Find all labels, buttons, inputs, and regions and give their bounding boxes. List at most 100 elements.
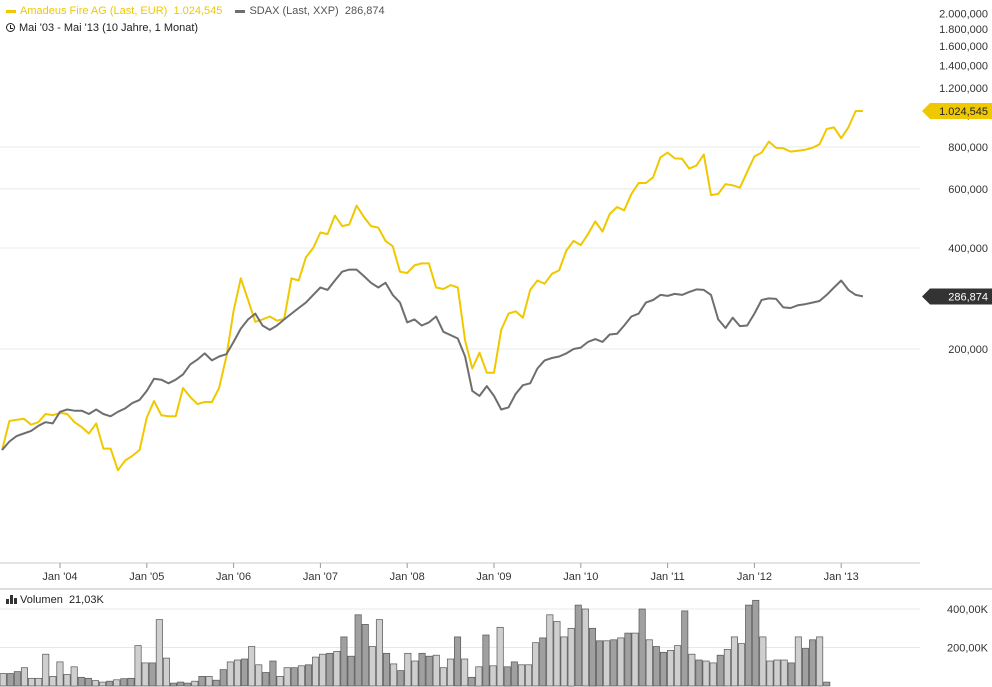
x-tick-label: Jan '05	[129, 571, 164, 583]
volume-bar	[134, 645, 142, 687]
volume-bar	[340, 636, 348, 687]
volume-bar	[219, 669, 227, 687]
volume-bar	[567, 627, 575, 687]
x-axis: Jan '04 Jan '05 Jan '06 Jan '07 Jan '08 Jan '…	[42, 563, 859, 583]
volume-label: Volumen	[20, 594, 63, 606]
volume-bar	[6, 673, 14, 687]
volume-bar	[624, 632, 632, 687]
volume-bar	[241, 658, 249, 687]
volume-bar	[191, 680, 199, 687]
volume-bar	[212, 679, 220, 687]
volume-bar	[127, 677, 135, 687]
amadeus-last-tag	[922, 102, 992, 119]
volume-bar	[446, 658, 454, 687]
volume-bar	[574, 604, 582, 687]
volume-bar	[610, 639, 618, 687]
volume-bar	[539, 637, 547, 687]
volume-bar	[404, 652, 412, 687]
volume-bar	[269, 660, 277, 687]
volume-bar	[411, 660, 419, 687]
volume-bar	[674, 645, 682, 687]
volume-bar	[361, 624, 369, 687]
volume-bar	[120, 678, 128, 687]
x-tick-label: Jan '11	[650, 571, 684, 583]
y-tick-label: 200,000	[948, 344, 988, 356]
time-range-selector[interactable]: Mai '03 - Mai '13 (10 Jahre, 1 Monat)	[6, 22, 198, 34]
volume-bar	[170, 682, 178, 687]
volume-bar	[780, 659, 788, 687]
volume-bar	[276, 676, 284, 687]
volume-bar	[809, 639, 817, 687]
y-tick-label: 1.200,000	[939, 83, 988, 95]
volume-bar	[319, 653, 327, 687]
volume-bar	[56, 661, 64, 687]
volume-bar	[248, 646, 256, 687]
volume-bar	[368, 646, 376, 687]
volume-bar	[695, 659, 703, 687]
volume-bar	[517, 664, 525, 687]
volume-value: 21,03K	[68, 594, 104, 606]
volume-bar	[667, 650, 675, 687]
volume-bar	[773, 659, 781, 687]
volume-bar	[681, 610, 689, 687]
volume-bar	[290, 667, 298, 687]
volume-bar	[106, 680, 114, 687]
volume-bar	[546, 614, 554, 687]
volume-bar	[503, 666, 511, 687]
volume-bar	[63, 674, 71, 687]
volume-bar	[42, 653, 50, 687]
volume-bar	[162, 657, 170, 687]
volume-bar	[794, 636, 802, 687]
volume-bar	[28, 677, 36, 687]
volume-bar	[439, 667, 447, 687]
sdax-line	[1, 268, 864, 451]
x-tick-label: Jan '09	[476, 571, 511, 583]
y-tick-label: 1.400,000	[939, 60, 988, 72]
volume-header: Volumen 21,03K	[6, 594, 104, 606]
sdax-last-tag	[922, 288, 992, 305]
volume-bar	[652, 646, 660, 687]
volume-bar	[532, 642, 540, 687]
volume-bar	[738, 643, 746, 687]
amadeus-line	[1, 110, 863, 472]
volume-bar	[418, 652, 426, 687]
volume-bar	[347, 655, 355, 687]
volume-bar	[766, 660, 774, 687]
x-tick-label: Jan '10	[563, 571, 598, 583]
volume-bar	[482, 634, 490, 687]
volume-bar	[631, 632, 639, 687]
volume-bar	[659, 651, 667, 687]
x-tick-label: Jan '12	[737, 571, 772, 583]
volume-bar	[432, 654, 440, 687]
volume-bar	[553, 621, 561, 687]
volume-bar	[390, 663, 398, 687]
legend-swatch-sdax	[235, 9, 246, 13]
volume-bar	[603, 640, 611, 687]
time-range-label: Mai '03 - Mai '13 (10 Jahre, 1 Monat)	[19, 22, 199, 34]
volume-bar	[397, 670, 405, 687]
volume-bar	[141, 662, 149, 687]
volume-bar	[702, 660, 710, 687]
volume-bar	[205, 676, 213, 687]
legend-item-sdax[interactable]: SDAX (Last, XXP) 286,874	[235, 5, 385, 17]
volume-bar	[326, 652, 334, 687]
legend-item-amadeus[interactable]: Amadeus Fire AG (Last, EUR) 1.024,545	[6, 5, 225, 17]
volume-bar	[709, 662, 717, 687]
legend-label-amadeus: Amadeus Fire AG (Last, EUR)	[20, 5, 168, 17]
volume-bar	[723, 649, 731, 687]
volume-bar	[177, 681, 185, 687]
volume-bar	[99, 681, 107, 687]
volume-bar	[70, 666, 78, 687]
volume-bar	[716, 654, 724, 687]
amadeus-last-tag-text: 1.024,545	[939, 106, 988, 118]
volume-bar	[333, 651, 341, 687]
y-tick-label: 2.000,000	[939, 8, 988, 20]
legend-value-amadeus: 1.024,545	[173, 5, 223, 17]
volume-bar	[730, 636, 738, 687]
y-tick-label: 1.600,000	[939, 41, 988, 53]
volume-bar	[752, 599, 760, 687]
volume-bar	[20, 667, 28, 687]
volume-bar	[801, 648, 809, 687]
volume-bar	[49, 676, 57, 687]
volume-bar	[759, 636, 767, 687]
